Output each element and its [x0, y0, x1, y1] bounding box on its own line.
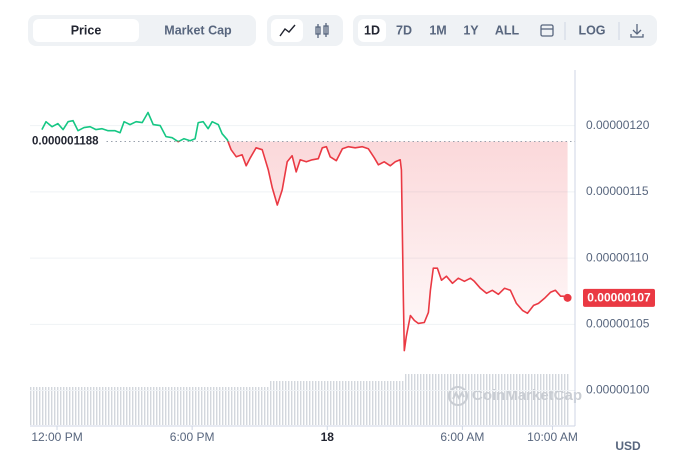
log-button[interactable]: LOG: [578, 23, 605, 37]
y-tick-label: 0.00000100: [586, 383, 650, 397]
range-active-bg: [358, 19, 386, 42]
x-tick-label: 6:00 PM: [170, 430, 215, 444]
range-button[interactable]: 1M: [429, 23, 446, 37]
line-icon[interactable]: [279, 24, 296, 37]
range-button[interactable]: 1Y: [463, 23, 479, 37]
range-group: [353, 15, 657, 46]
area-fill: [41, 141, 568, 351]
x-tick-label: 12:00 PM: [31, 430, 82, 444]
range-button[interactable]: 7D: [396, 23, 412, 37]
range-button[interactable]: 1D: [364, 23, 380, 37]
download-icon[interactable]: [630, 24, 644, 38]
tab[interactable]: Market Cap: [164, 23, 232, 37]
tab[interactable]: Price: [71, 23, 102, 37]
reference-label: 0.000001188: [32, 136, 99, 148]
y-tick-label: 0.00000110: [586, 250, 649, 264]
volume-bars: [405, 374, 569, 425]
candle-icon[interactable]: [315, 23, 329, 38]
watermark: CoinMarketCap: [472, 387, 582, 404]
price-badge-label: 0.00000107: [587, 291, 651, 305]
watermark-logo: [448, 386, 468, 406]
volume-bars: [30, 387, 270, 425]
x-tick-label: 6:00 AM: [440, 430, 484, 444]
y-tick-label: 0.00000115: [586, 184, 649, 198]
price-line: [41, 111, 568, 352]
price-badge: [583, 288, 655, 307]
y-tick-label: 0.00000105: [586, 317, 650, 331]
last-point: [563, 293, 572, 302]
x-tick-label: 18: [321, 430, 335, 444]
range-button[interactable]: ALL: [495, 23, 520, 37]
toolbar: Price Market Cap 1D 7D 1M 1Y ALL LOG: [28, 15, 657, 46]
calendar-icon[interactable]: [540, 24, 554, 37]
tab-active-bg: [33, 19, 139, 42]
y-tick-label: 0.00000120: [586, 118, 650, 132]
reference-label-bg: [30, 134, 106, 147]
volume-bars: [270, 381, 405, 425]
x-tick-label: 10:00 AM: [527, 430, 578, 444]
currency-label: USD: [615, 439, 641, 453]
